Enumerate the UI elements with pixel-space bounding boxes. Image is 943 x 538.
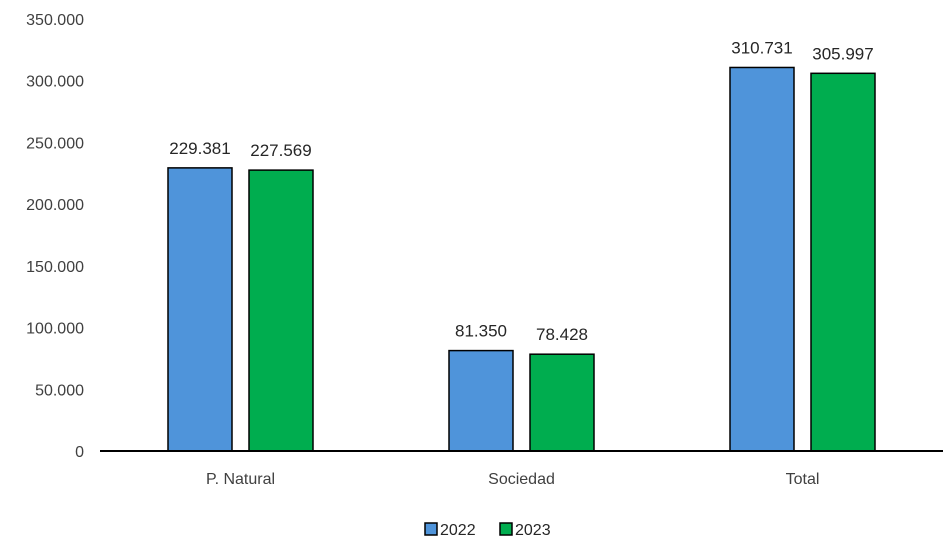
x-axis-category-labels: P. Natural Sociedad Total — [206, 471, 819, 488]
bar-2023-1 — [529, 353, 595, 452]
data-label: 227.569 — [250, 141, 311, 160]
bars-group — [167, 66, 876, 452]
y-tick-label: 50.000 — [35, 382, 84, 399]
bar-2022-2 — [729, 66, 795, 452]
data-label: 305.997 — [812, 44, 873, 63]
x-category-label: Sociedad — [488, 471, 555, 488]
x-category-label: P. Natural — [206, 471, 275, 488]
legend-swatch-2022 — [424, 522, 438, 536]
legend-label: 2022 — [440, 522, 476, 538]
legend: 2022 2023 — [424, 522, 551, 538]
legend-swatch-2023 — [499, 522, 513, 536]
x-category-label: Total — [786, 471, 820, 488]
bar-2022-0 — [167, 167, 233, 452]
y-tick-label: 300.000 — [26, 74, 84, 91]
data-labels-group: 229.381 227.569 81.350 78.428 310.731 305.997 — [169, 38, 873, 344]
bar-2022-1 — [448, 349, 514, 452]
data-label: 81.350 — [455, 322, 507, 341]
data-label: 229.381 — [169, 139, 230, 158]
data-label: 78.428 — [536, 325, 588, 344]
data-label: 310.731 — [731, 38, 792, 57]
y-tick-label: 350.000 — [26, 12, 84, 29]
bar-2023-2 — [810, 72, 876, 452]
y-tick-label: 250.000 — [26, 135, 84, 152]
y-tick-label: 200.000 — [26, 197, 84, 214]
y-axis-tick-labels: 0 50.000 100.000 150.000 200.000 250.000 300.0… — [26, 12, 84, 461]
y-tick-label: 100.000 — [26, 321, 84, 338]
y-tick-label: 150.000 — [26, 259, 84, 276]
y-tick-label: 0 — [75, 444, 84, 461]
bar-2023-0 — [248, 169, 314, 452]
legend-label: 2023 — [515, 522, 551, 538]
